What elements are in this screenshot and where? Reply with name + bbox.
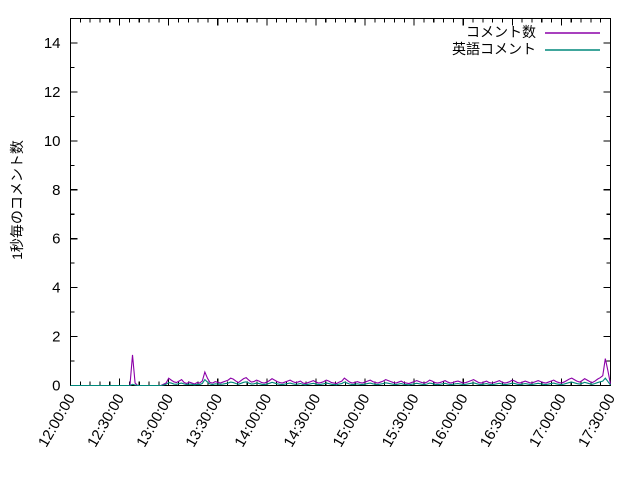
x-axis-ticks [69,18,612,386]
legend-label-comments: コメント数 [466,24,536,40]
y-tick-label: 2 [52,329,60,346]
data-series [70,354,612,387]
x-tick-label: 12:00:00 [35,391,79,450]
y-tick-label: 6 [52,231,60,248]
x-tick-label: 13:30:00 [182,391,226,450]
series-line-comments [70,354,612,387]
plot-border [69,17,612,387]
x-tick-label: 13:00:00 [133,391,177,450]
plot-frame [69,17,612,387]
y-axis-ticks [70,42,611,387]
x-tick-label: 12:30:00 [84,391,128,450]
x-tick-label: 15:30:00 [379,391,423,450]
y-axis-tick-labels: 0 2 4 6 8 10 12 14 [44,35,61,395]
y-tick-label: 10 [44,133,61,150]
axis-minor-ticks [70,18,611,386]
y-tick-label: 12 [44,84,61,101]
x-tick-label: 16:30:00 [477,391,521,450]
x-axis-tick-labels: 12:00:00 12:30:00 13:00:00 13:30:00 14:00:00… [35,391,619,450]
y-axis-title: 1秒毎のコメント数 [9,140,25,260]
x-tick-label: 17:30:00 [575,391,619,450]
y-tick-label: 14 [44,35,61,52]
y-tick-label: 8 [52,182,60,199]
legend-label-english-comments: 英語コメント [452,41,536,57]
x-tick-label: 14:00:00 [231,391,275,450]
x-tick-label: 17:00:00 [526,391,570,450]
y-tick-label: 0 [52,378,60,395]
series-line-english-comments [70,377,611,387]
x-tick-label: 14:30:00 [281,391,325,450]
x-tick-label: 16:00:00 [428,391,472,450]
y-tick-label: 4 [52,280,60,297]
x-tick-label: 15:00:00 [330,391,374,450]
